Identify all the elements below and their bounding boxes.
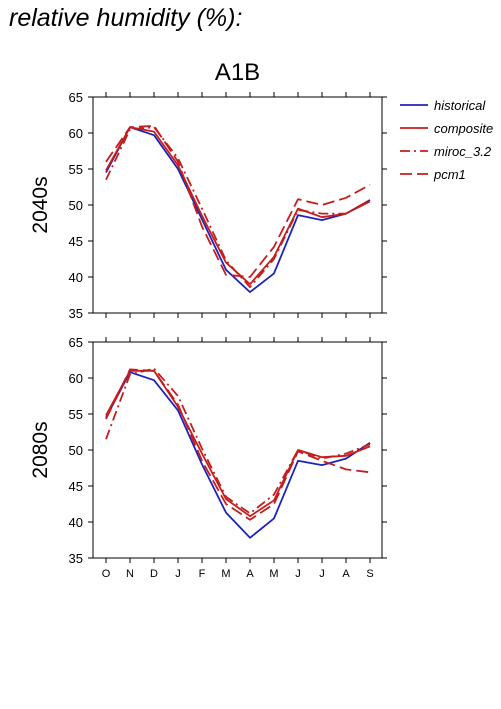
y-tick-label: 40 xyxy=(69,270,83,285)
y-tick-label: 60 xyxy=(69,371,83,386)
x-tick-label: J xyxy=(295,568,301,580)
x-tick-label: A xyxy=(342,568,350,580)
panel-row-label: 2080s xyxy=(29,421,52,478)
y-tick-label: 65 xyxy=(69,90,83,105)
y-tick-label: 65 xyxy=(69,335,83,350)
panel-2080s: 35 40 45 50 55 60 65 2080s xyxy=(29,335,387,566)
x-tick-label: D xyxy=(150,568,158,580)
x-tick-label: M xyxy=(269,568,278,580)
series-line-miroc_3.2 xyxy=(105,126,371,289)
series-line-composite xyxy=(105,126,371,286)
y-tick-label: 35 xyxy=(69,306,83,321)
y-tick-label: 35 xyxy=(69,551,83,566)
panel-row-label: 2040s xyxy=(29,176,52,233)
y-tick-label: 45 xyxy=(69,479,83,494)
series-line-composite xyxy=(105,369,371,518)
x-tick-label: A xyxy=(246,568,254,580)
x-tick-label: S xyxy=(366,568,373,580)
y-tick-label: 55 xyxy=(69,407,83,422)
legend: historical composite miroc_3.2 pcm1 xyxy=(400,98,493,182)
series-line-miroc_3.2 xyxy=(105,367,371,515)
y-tick-label: 60 xyxy=(69,126,83,141)
y-tick-label: 40 xyxy=(69,515,83,530)
y-tick-label: 50 xyxy=(69,443,83,458)
x-tick-label: J xyxy=(175,568,181,580)
panel-2040s: 35 40 45 50 55 60 65 2040s xyxy=(29,90,387,321)
x-tick-label: O xyxy=(102,568,111,580)
y-tick-label: 55 xyxy=(69,162,83,177)
legend-label-composite: composite xyxy=(434,121,493,136)
series-line-historical xyxy=(105,126,371,294)
x-tick-label: N xyxy=(126,568,134,580)
series-line-historical xyxy=(105,371,371,539)
chart-title: A1B xyxy=(215,59,260,86)
x-tick-label: M xyxy=(221,568,230,580)
legend-label-pcm1: pcm1 xyxy=(433,167,466,182)
legend-label-historical: historical xyxy=(434,98,486,113)
series-line-pcm1 xyxy=(105,124,371,278)
figure-heading: relative humidity (%): xyxy=(9,4,243,32)
series-line-pcm1 xyxy=(105,368,371,521)
legend-label-miroc_3.2: miroc_3.2 xyxy=(434,144,492,159)
y-tick-label: 45 xyxy=(69,234,83,249)
x-tick-label: F xyxy=(199,568,206,580)
x-tick-label: J xyxy=(319,568,325,580)
y-tick-label: 50 xyxy=(69,198,83,213)
